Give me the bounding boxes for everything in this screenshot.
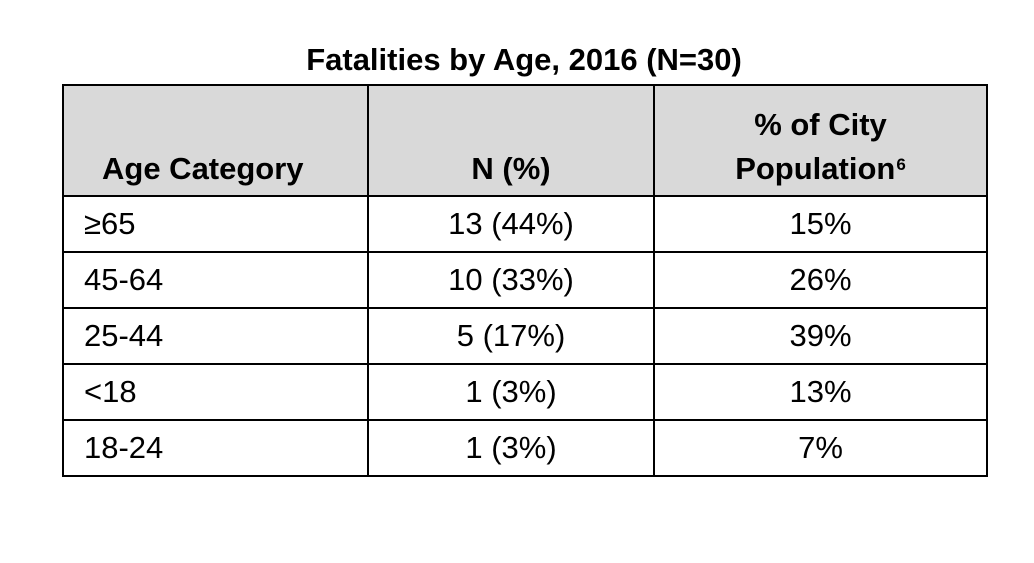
cell-n-percent: 1 (3%) [367,363,655,421]
cell-n-percent: 1 (3%) [367,419,655,477]
header-age-category: Age Category [62,84,369,197]
cell-city-population-percent: 15% [653,195,988,253]
footnote-marker: 6 [896,155,906,174]
fatalities-table: Age Category N (%) % of City Population6… [62,84,988,477]
cell-n-percent: 13 (44%) [367,195,655,253]
cell-n-percent: 10 (33%) [367,251,655,309]
cell-age-category: 25-44 [62,307,369,365]
cell-city-population-percent: 7% [653,419,988,477]
table-row: ≥65 13 (44%) 15% [62,195,988,253]
table-row: <18 1 (3%) 13% [62,363,988,421]
table-row: 25-44 5 (17%) 39% [62,307,988,365]
cell-city-population-percent: 39% [653,307,988,365]
table-row: 45-64 10 (33%) 26% [62,251,988,309]
cell-city-population-percent: 13% [653,363,988,421]
table-title: Fatalities by Age, 2016 (N=30) [306,42,742,77]
header-city-population: % of City Population6 [653,84,988,197]
cell-age-category: 45-64 [62,251,369,309]
table-row: 18-24 1 (3%) 7% [62,419,988,477]
table-header-row: Age Category N (%) % of City Population6 [62,84,988,197]
cell-n-percent: 5 (17%) [367,307,655,365]
header-city-population-line1: % of City [754,107,887,142]
cell-age-category: ≥65 [62,195,369,253]
header-city-population-line2: Population [735,151,896,186]
cell-age-category: 18-24 [62,419,369,477]
header-n-percent: N (%) [367,84,655,197]
cell-city-population-percent: 26% [653,251,988,309]
cell-age-category: <18 [62,363,369,421]
